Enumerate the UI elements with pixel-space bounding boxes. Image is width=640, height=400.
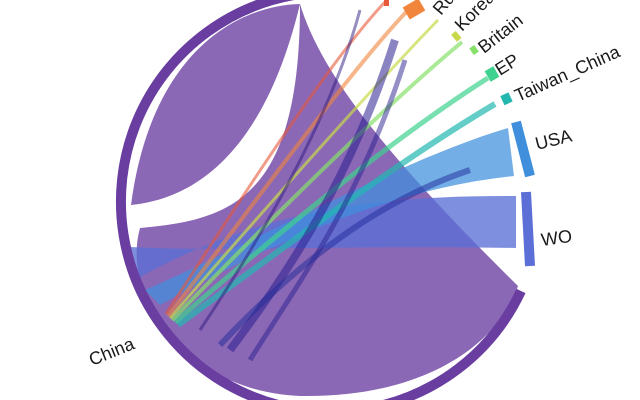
arc-taiwan	[500, 92, 513, 106]
ribbon-china-korea	[168, 18, 440, 319]
ribbon-china-ru	[164, 0, 387, 315]
arc-wo	[521, 191, 535, 267]
ribbon-strand-4	[198, 9, 362, 331]
ribbon-china-orange	[166, 6, 412, 318]
ribbon-china-taiwan	[176, 101, 497, 328]
arc-china	[115, 0, 526, 400]
ribbon-china-china-upper	[131, 4, 300, 205]
ribbon-strand-3	[217, 167, 471, 348]
arc-usa	[511, 120, 535, 178]
label-china: China	[86, 333, 138, 370]
ribbon-strand-2	[247, 59, 408, 362]
arc-ru	[384, 0, 389, 6]
ribbon-strand-1	[226, 38, 399, 353]
ribbon-china-britain	[170, 40, 464, 322]
label-wo: WO	[540, 226, 573, 250]
arc-ep	[484, 66, 500, 82]
label-usa: USA	[533, 126, 574, 154]
label-taiwan-china: Taiwan_China	[511, 41, 624, 107]
arc-korea	[451, 31, 462, 42]
arc-britain	[469, 45, 479, 55]
arc-orange	[402, 0, 426, 20]
